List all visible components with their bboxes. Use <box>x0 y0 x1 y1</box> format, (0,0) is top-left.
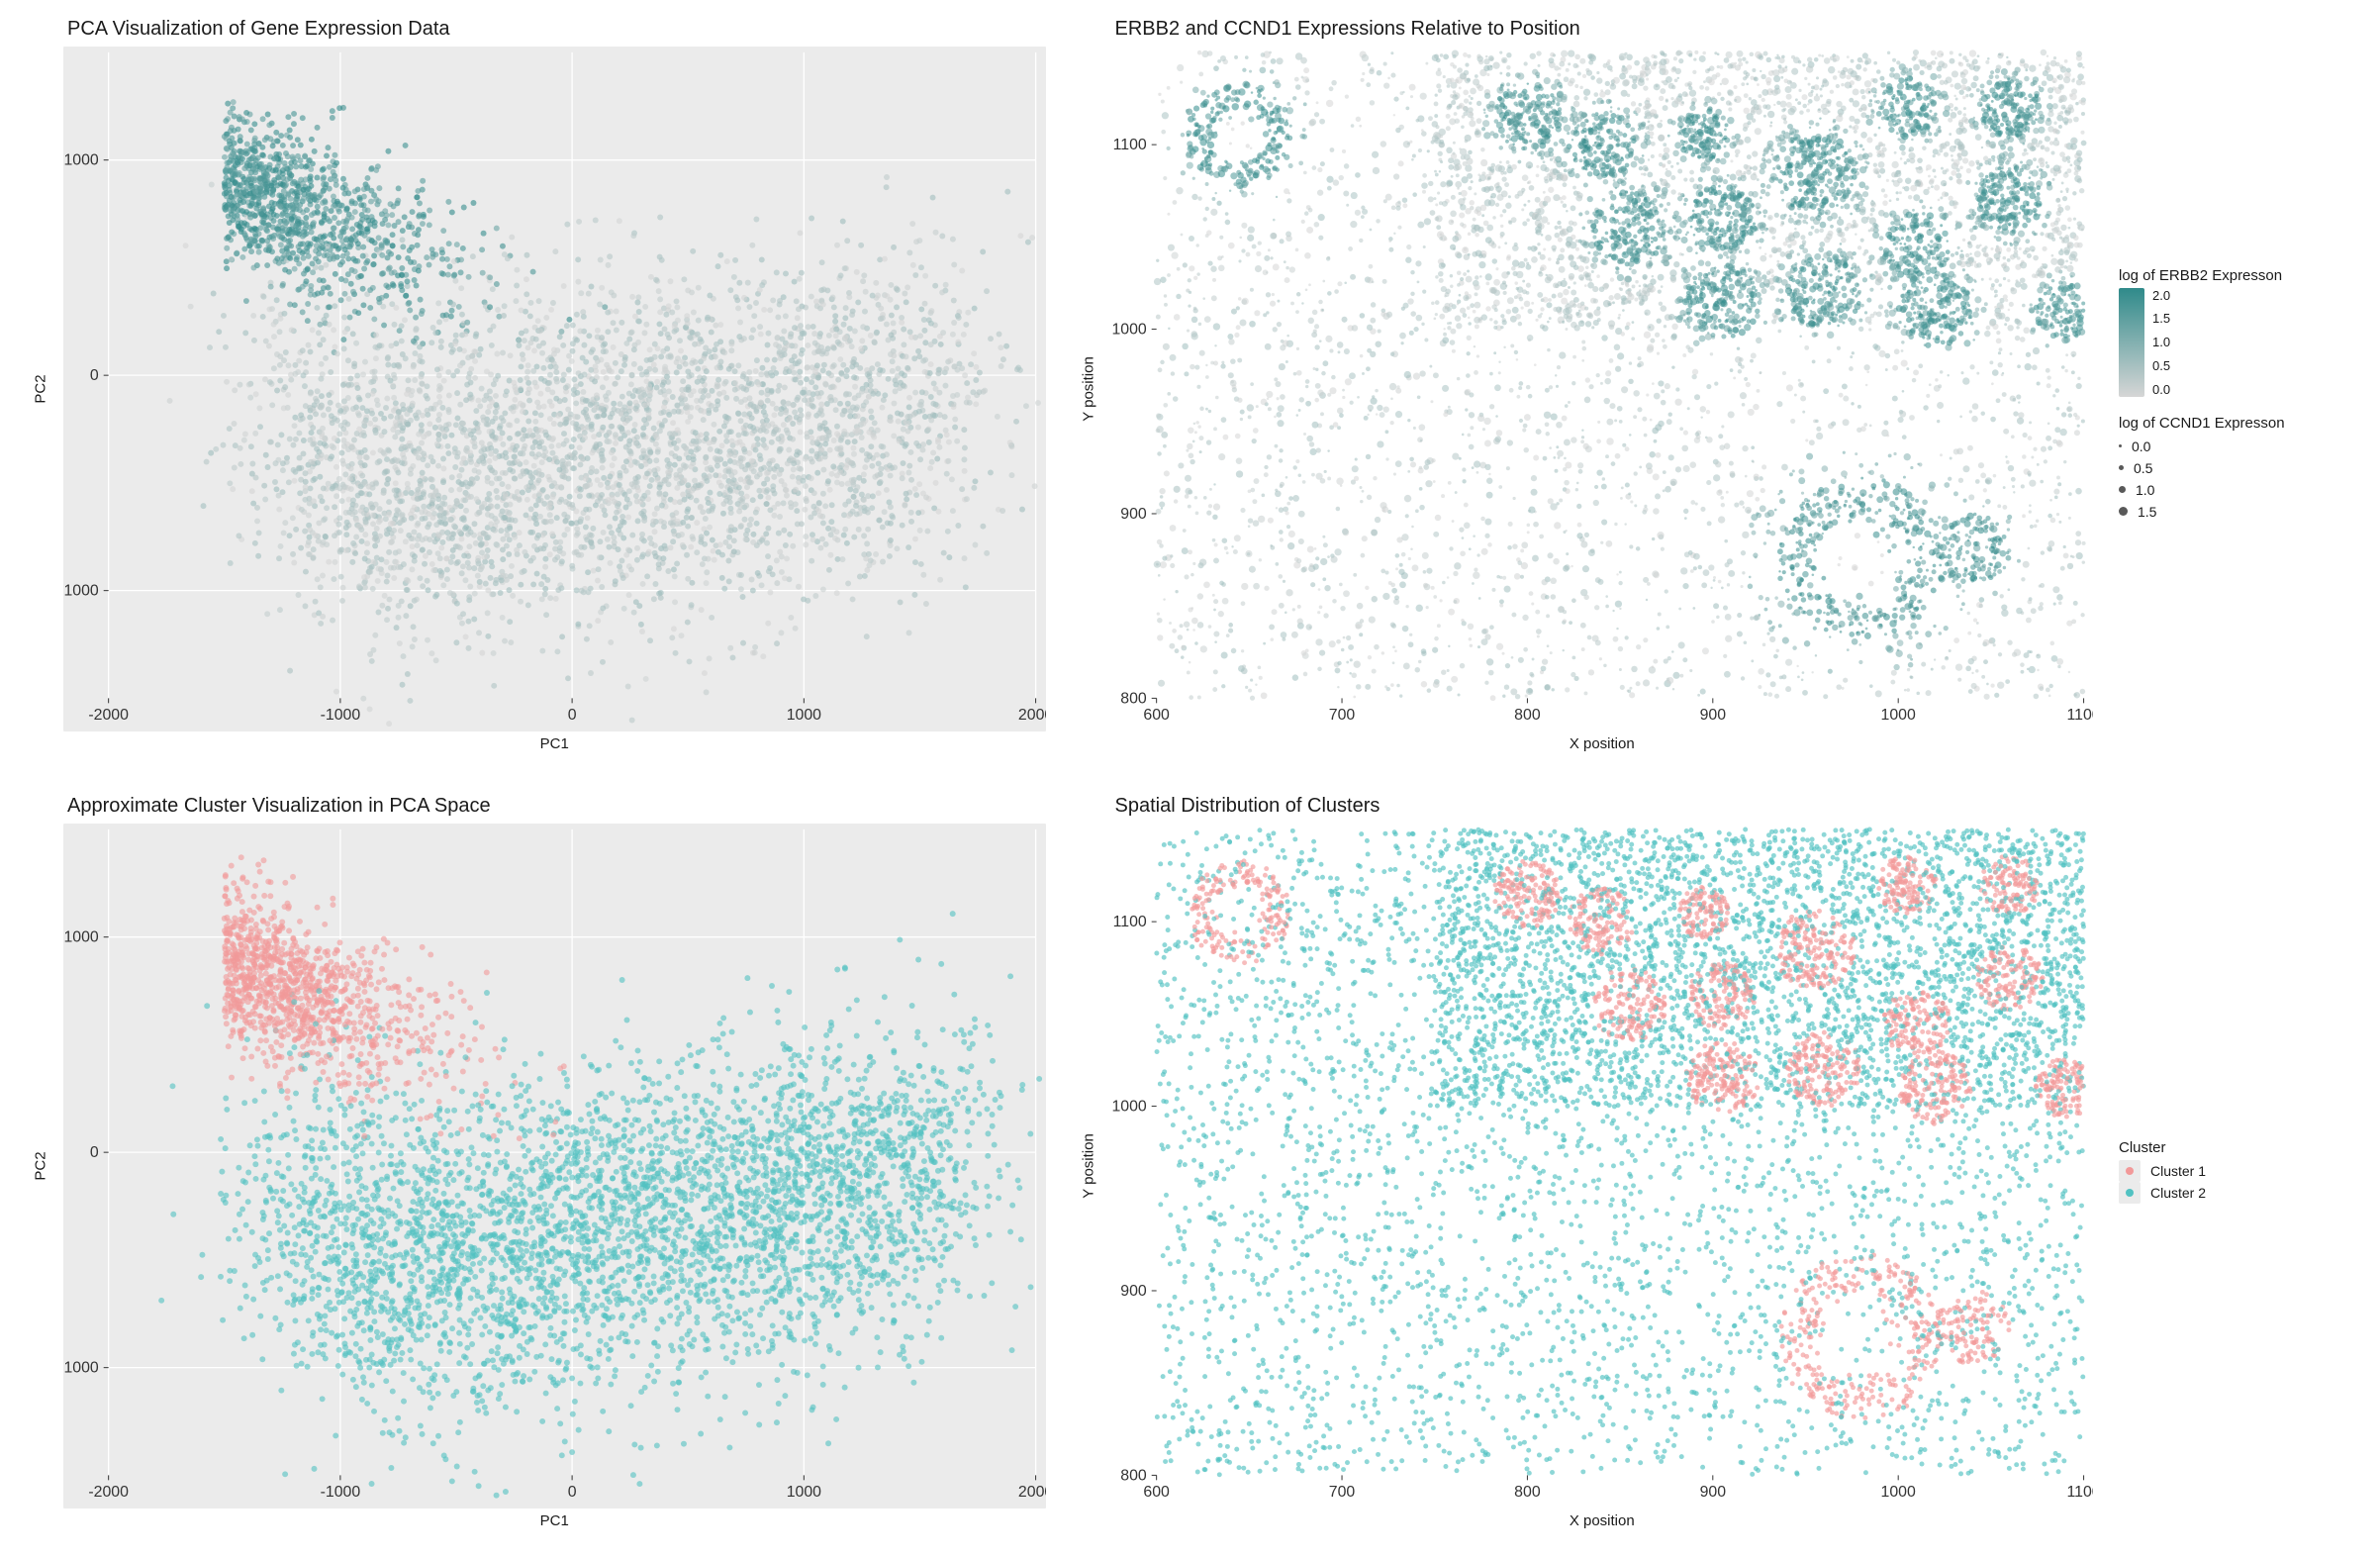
svg-text:1000: 1000 <box>787 707 821 724</box>
legend-column-bottom: Cluster Cluster 1Cluster 2 <box>2113 795 2370 1548</box>
panel-pca-cluster: Approximate Cluster Visualization in PCA… <box>18 795 1046 1548</box>
panel-expression-spatial: ERBB2 and CCND1 Expressions Relative to … <box>1066 18 2094 771</box>
legend-label: 0.5 <box>2134 457 2152 479</box>
legend-size-item: 0.0 <box>2119 436 2370 457</box>
xlabel: X position <box>1570 735 1635 752</box>
plot-wrap: PC2 -2000 -1000 0 1000 2000 -1000 0 1000 PC1 <box>18 47 1046 771</box>
svg-text:2000: 2000 <box>1018 707 1046 724</box>
gradient-bar <box>2119 288 2144 397</box>
legend-size-item: 1.0 <box>2119 479 2370 501</box>
plot-wrap: Y position 60070080090010001100800900100… <box>1066 824 2094 1548</box>
plot-area: 6007008009001000110080090010001100 <box>1111 47 2094 731</box>
ylabel: Y position <box>1080 1133 1096 1199</box>
xlabel: PC1 <box>540 1512 569 1529</box>
ylabel: Y position <box>1080 356 1096 422</box>
panel-spatial-cluster: Spatial Distribution of Clusters Y posit… <box>1066 795 2094 1548</box>
legend-tick: 0.5 <box>2152 358 2170 373</box>
xlabel: PC1 <box>540 735 569 752</box>
legend-label: Cluster 1 <box>2150 1160 2206 1182</box>
legend-label: Cluster 2 <box>2150 1182 2206 1204</box>
panel-pca-expression: PCA Visualization of Gene Expression Dat… <box>18 18 1046 771</box>
legend-cluster-item: Cluster 1 <box>2119 1160 2370 1182</box>
legend-column-top: log of ERBB2 Expresson 2.01.51.00.50.0 l… <box>2113 18 2370 771</box>
panel-title: ERBB2 and CCND1 Expressions Relative to … <box>1115 18 2094 41</box>
ylabel: PC2 <box>33 1151 49 1180</box>
legend-cluster: Cluster Cluster 1Cluster 2 <box>2119 1139 2370 1204</box>
legend-tick: 0.0 <box>2152 382 2170 397</box>
legend-label: 0.0 <box>2132 436 2150 457</box>
dot-icon <box>2119 507 2128 516</box>
svg-text:-1000: -1000 <box>63 583 99 600</box>
svg-text:0: 0 <box>90 367 99 384</box>
panel-title: PCA Visualization of Gene Expression Dat… <box>67 18 1046 41</box>
dot-icon <box>2119 465 2124 470</box>
svg-text:1000: 1000 <box>63 152 98 169</box>
legend-size-item: 1.5 <box>2119 501 2370 523</box>
panel-title: Approximate Cluster Visualization in PCA… <box>67 795 1046 818</box>
dot-icon <box>2119 444 2122 447</box>
legend-label: 1.5 <box>2138 501 2156 523</box>
plot-area: -2000 -1000 0 1000 2000 -1000 0 1000 <box>63 47 1046 731</box>
legend-erbb2-color: log of ERBB2 Expresson 2.0 1.5 1.0 0.5 0.0 <box>2119 267 2370 397</box>
plot-area: -2000-1000010002000-100001000 <box>63 824 1046 1509</box>
dot-icon <box>2119 486 2126 493</box>
panel-title: Spatial Distribution of Clusters <box>1115 795 2094 818</box>
legend-tick: 1.0 <box>2152 335 2170 349</box>
legend-tick: 1.5 <box>2152 311 2170 326</box>
legend-cluster-items: Cluster 1Cluster 2 <box>2119 1160 2370 1204</box>
plot-wrap: PC2 -2000-1000010002000-100001000 PC1 <box>18 824 1046 1548</box>
plot-area: 6007008009001000110080090010001100 <box>1111 824 2094 1509</box>
legend-cluster-item: Cluster 2 <box>2119 1182 2370 1204</box>
swatch-icon <box>2119 1160 2141 1182</box>
legend-size-item: 0.5 <box>2119 457 2370 479</box>
ylabel: PC2 <box>33 374 49 403</box>
legend-gradient: 2.0 1.5 1.0 0.5 0.0 <box>2119 288 2370 397</box>
figure-grid: PCA Visualization of Gene Expression Dat… <box>0 0 2380 1558</box>
svg-text:-1000: -1000 <box>321 707 361 724</box>
svg-text:-2000: -2000 <box>88 707 129 724</box>
xlabel: X position <box>1570 1512 1635 1529</box>
legend-ccnd1-size: log of CCND1 Expresson 0.00.51.01.5 <box>2119 415 2370 523</box>
legend-size-items: 0.00.51.01.5 <box>2119 436 2370 523</box>
plot-wrap: Y position 60070080090010001100800900100… <box>1066 47 2094 771</box>
svg-text:0: 0 <box>568 707 577 724</box>
legend-title: log of ERBB2 Expresson <box>2119 267 2370 284</box>
legend-tick: 2.0 <box>2152 288 2170 303</box>
legend-label: 1.0 <box>2136 479 2154 501</box>
legend-title: log of CCND1 Expresson <box>2119 415 2370 432</box>
legend-title: Cluster <box>2119 1139 2370 1156</box>
gradient-ticks: 2.0 1.5 1.0 0.5 0.0 <box>2152 288 2170 397</box>
swatch-icon <box>2119 1182 2141 1204</box>
